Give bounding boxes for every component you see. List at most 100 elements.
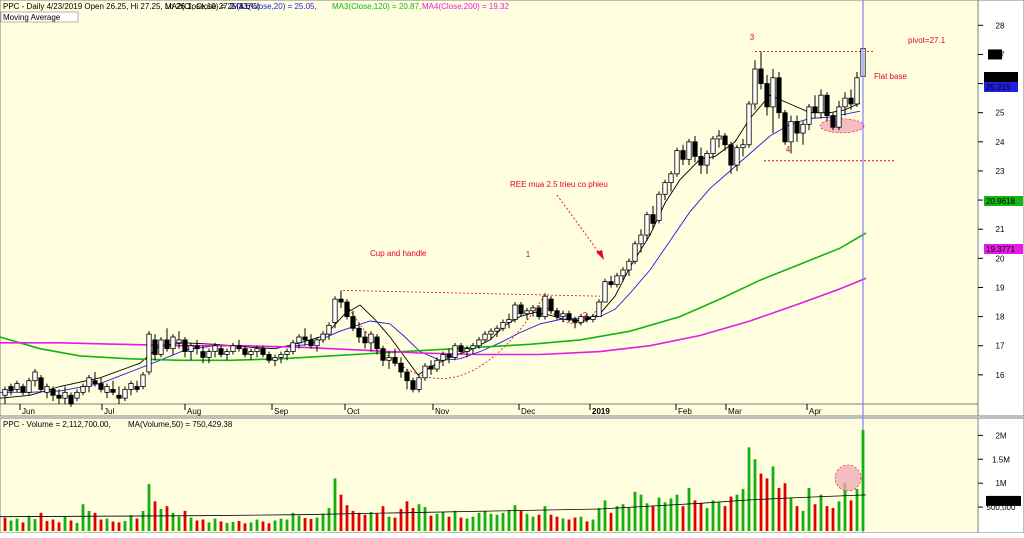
candle <box>722 133 728 151</box>
candle <box>224 348 230 361</box>
candle <box>590 313 596 323</box>
volume-bar <box>57 522 61 531</box>
candle <box>176 331 182 349</box>
candle <box>368 331 374 352</box>
moving-average-label[interactable]: Moving Average <box>3 13 61 22</box>
moving-average-box[interactable] <box>0 11 79 23</box>
volume-bar <box>555 516 559 531</box>
candle <box>254 345 260 358</box>
candle <box>836 101 842 131</box>
volume-bar <box>21 522 25 531</box>
candle <box>566 310 572 323</box>
volume-bar <box>315 517 319 531</box>
candle <box>158 337 164 358</box>
volume-bar <box>747 447 751 531</box>
handle-curve <box>544 298 604 325</box>
svg-text:20.9618: 20.9618 <box>986 197 1015 206</box>
y-tick-label: 23 <box>996 167 1005 176</box>
volume-bar <box>819 494 823 531</box>
volume-bar <box>27 515 31 531</box>
volume-bar <box>777 487 781 531</box>
y-tick-label: 19 <box>996 283 1005 292</box>
candle <box>62 386 68 404</box>
volume-bar <box>843 483 847 531</box>
volume-bar <box>825 506 829 531</box>
y-tick-label: 21 <box>996 225 1005 234</box>
volume-ma-text: MA(Volume,50) = 750,429.38 <box>128 420 233 429</box>
volume-annotation <box>834 464 862 492</box>
candle <box>74 389 80 402</box>
candle <box>692 136 698 163</box>
candle <box>146 331 152 375</box>
candle <box>626 258 632 276</box>
candle <box>812 95 818 119</box>
candle <box>794 115 800 142</box>
svg-text:25.565: 25.565 <box>986 73 1011 82</box>
volume-bar <box>711 500 715 531</box>
volume-bar <box>663 502 667 531</box>
volume-bar <box>87 510 91 531</box>
volume-bar <box>861 429 865 531</box>
candle <box>476 337 482 349</box>
candle <box>752 60 758 110</box>
volume-bar <box>531 516 535 531</box>
candle <box>848 89 854 110</box>
volume-bar <box>855 488 859 531</box>
volume-bar <box>687 487 691 531</box>
volume-bar <box>255 519 259 531</box>
candle <box>116 386 122 404</box>
volume-bar <box>81 504 85 531</box>
volume-bar <box>183 510 187 531</box>
volume-bar <box>267 523 271 531</box>
y-tick-label: 17 <box>996 342 1005 351</box>
annotation-label: Flat base <box>874 72 907 81</box>
annotation-texts: Cup and handle 1 2 3 4 REE mua 2.5 trieu co p… <box>370 33 946 320</box>
volume-bar <box>9 520 13 531</box>
candle <box>188 342 194 361</box>
candle <box>314 337 320 352</box>
volume-bar <box>45 520 49 531</box>
volume-bar <box>249 522 253 531</box>
candle <box>242 345 248 358</box>
x-tick-label: Feb <box>678 407 692 416</box>
candle <box>386 351 392 370</box>
candle <box>506 313 512 329</box>
candle <box>524 307 530 320</box>
volume-bar <box>309 519 313 531</box>
volume-bar <box>111 521 115 531</box>
candle <box>494 325 500 337</box>
volume-bar <box>147 484 151 531</box>
volume-bar <box>363 514 367 531</box>
candle <box>140 371 146 390</box>
volume-bar <box>339 494 343 531</box>
volume-bar <box>567 519 571 531</box>
candle <box>488 328 494 340</box>
volume-bar <box>561 518 565 531</box>
volume-bar <box>219 521 223 531</box>
candle <box>14 380 20 393</box>
indicator-legend: MA2(Close,10) = 25.33,MA1(Close,20) = 25… <box>165 2 509 11</box>
volume-bar <box>507 509 511 531</box>
volume-bar <box>741 488 745 531</box>
volume-tick-label: 2M <box>995 431 1006 440</box>
candle <box>560 310 566 323</box>
volume-bar <box>207 522 211 531</box>
candle <box>656 191 662 224</box>
volume-bar <box>435 513 439 531</box>
volume-bar <box>333 478 337 531</box>
candle <box>854 71 860 107</box>
price-label: 19.3771 <box>984 244 1023 254</box>
candle <box>824 92 830 122</box>
candle <box>164 328 170 352</box>
volume-bar <box>465 518 469 531</box>
candle <box>830 112 836 131</box>
candle <box>806 103 812 131</box>
volume-bar <box>543 506 547 531</box>
candle <box>764 74 770 116</box>
candle <box>356 322 362 343</box>
candle <box>266 351 272 364</box>
cup-rim-line <box>342 289 601 297</box>
volume-bar <box>681 506 685 531</box>
